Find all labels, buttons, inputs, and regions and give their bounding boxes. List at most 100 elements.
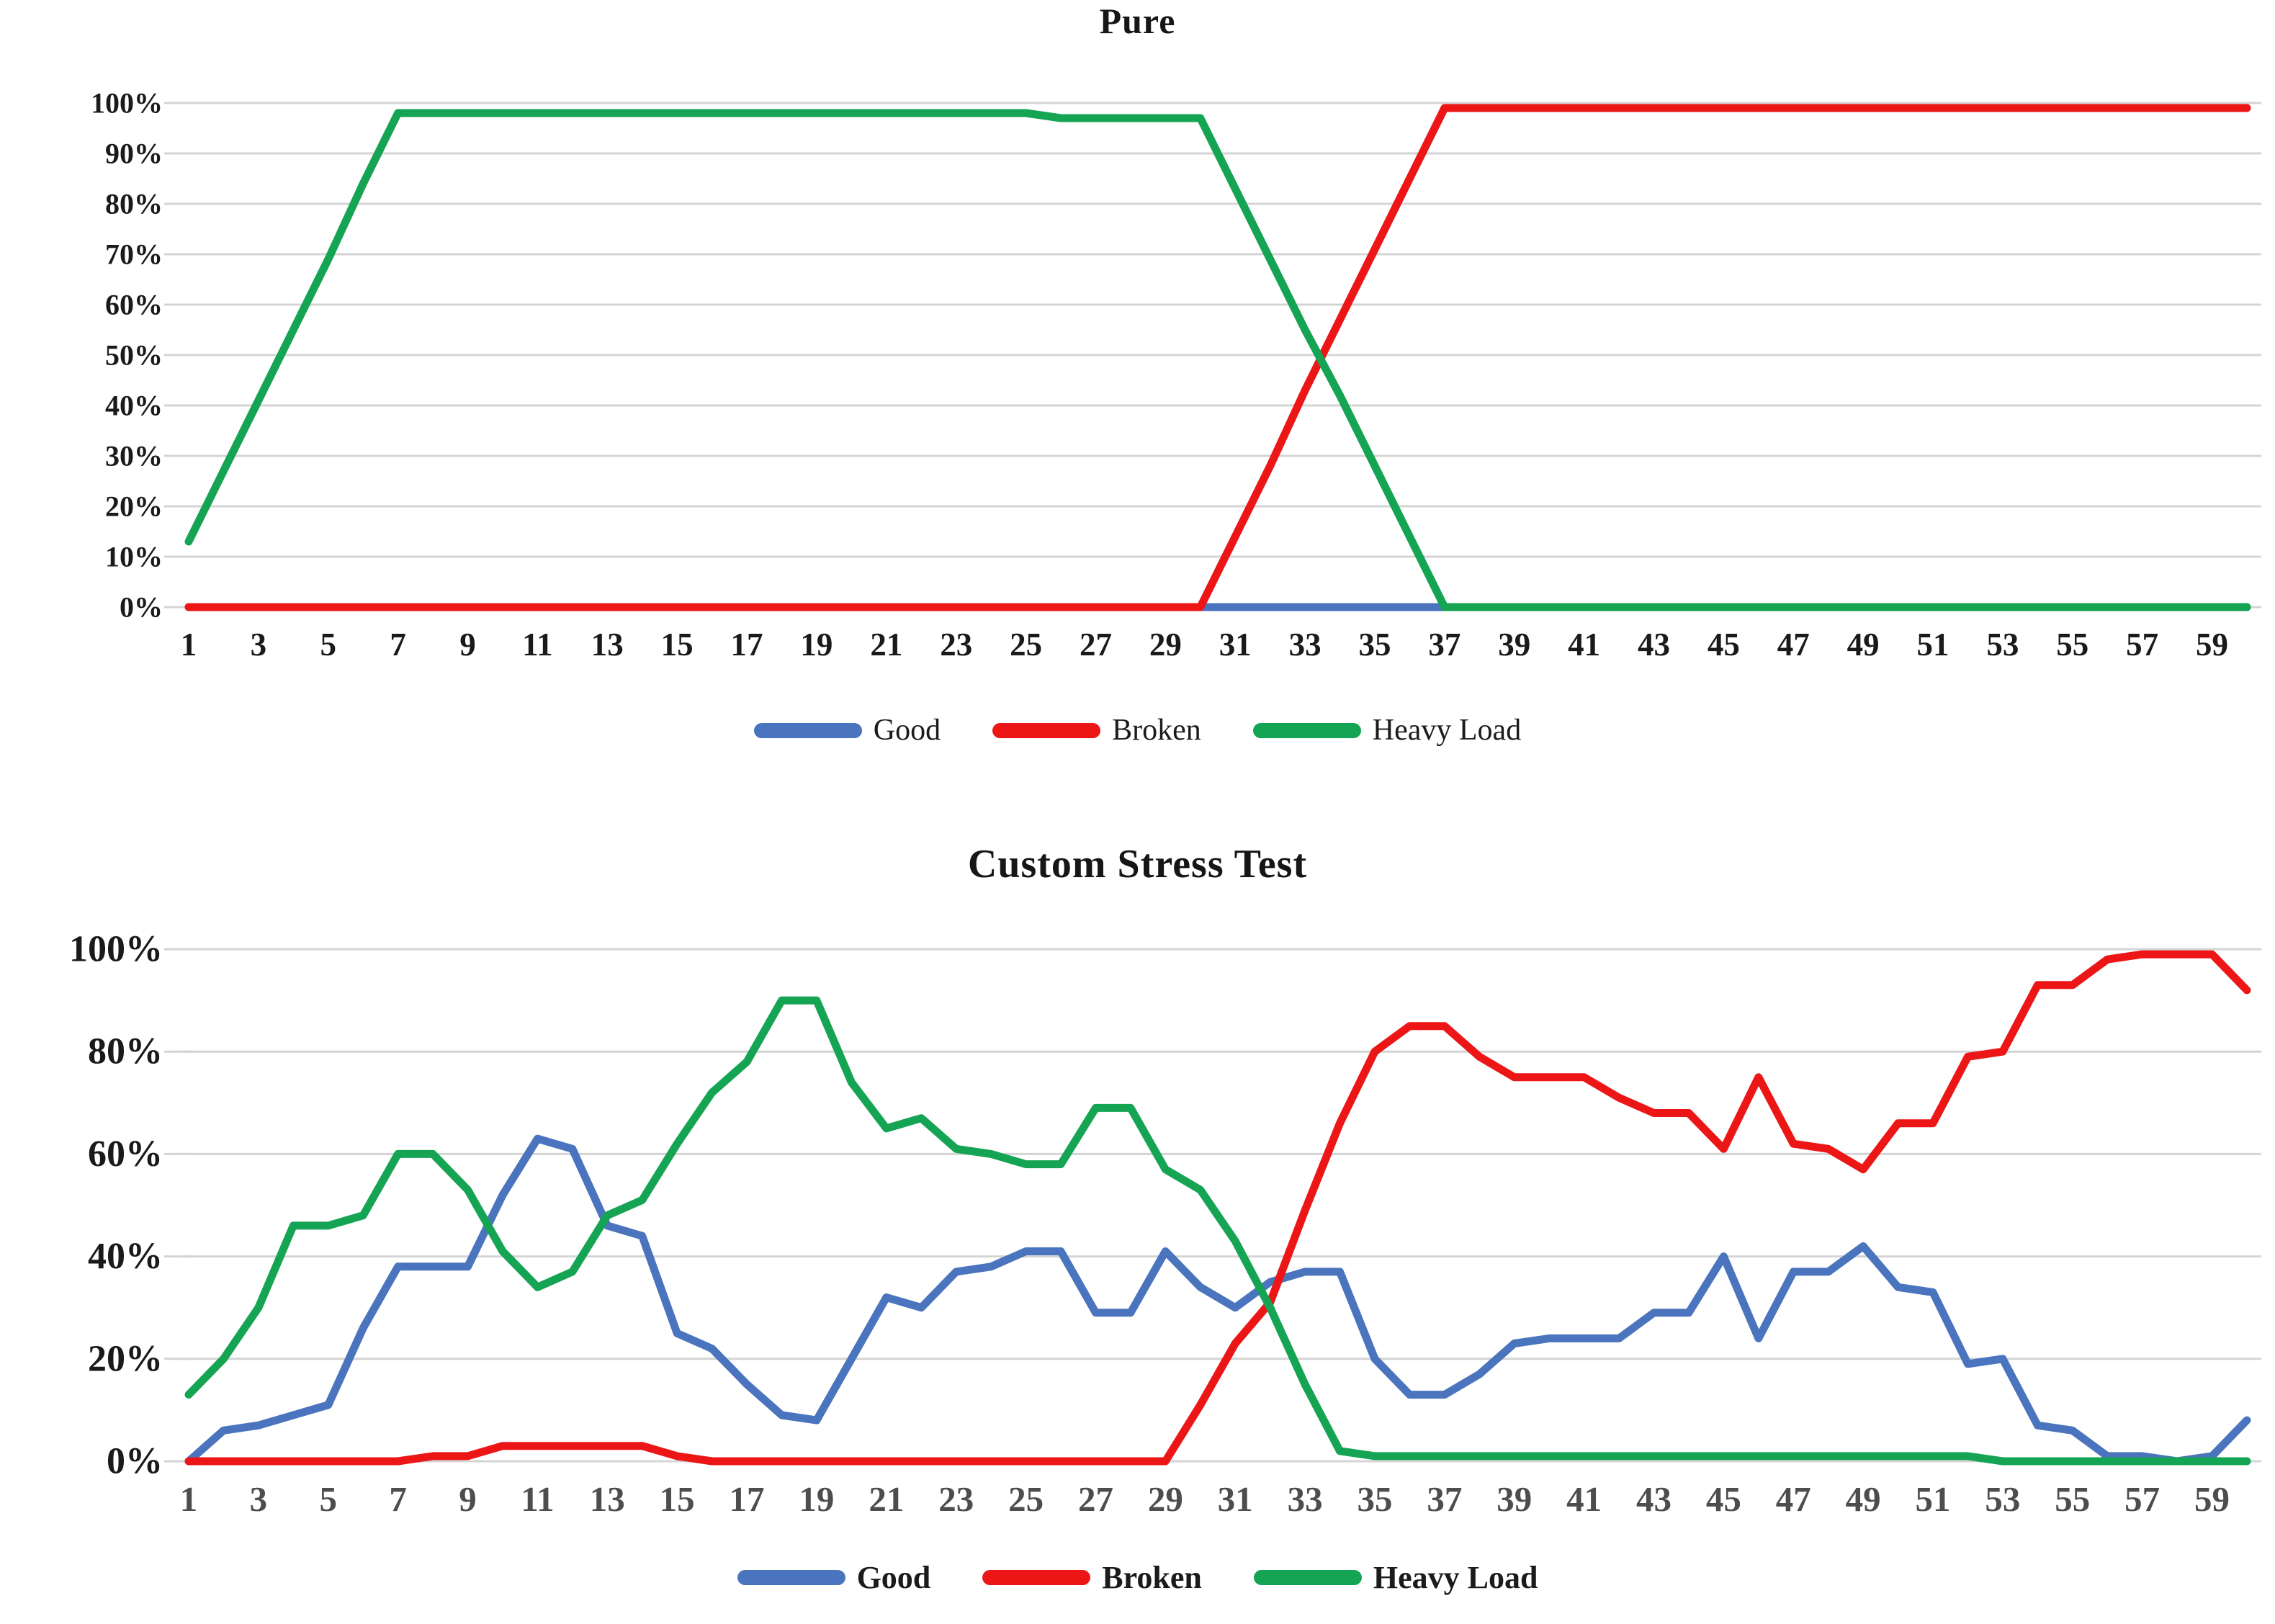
y-axis-label: 60%: [88, 1134, 163, 1175]
x-axis-label: 9: [459, 1479, 477, 1519]
legend-item-good: Good: [753, 713, 941, 748]
y-axis-label: 0%: [107, 1441, 163, 1482]
good-series-label: Good: [856, 1559, 931, 1595]
x-axis-label: 53: [1986, 627, 2019, 663]
y-axis-label: 60%: [105, 289, 163, 321]
x-axis-label: 51: [1916, 1479, 1951, 1519]
x-axis-label: 5: [320, 1479, 338, 1519]
custom-stress-test-chart-legend: Good Broken Heavy Load: [0, 1550, 2275, 1605]
pure-chart-legend: Good Broken Heavy Load: [0, 704, 2275, 756]
x-axis-label: 11: [522, 627, 553, 663]
x-axis-label: 59: [2196, 627, 2228, 663]
x-axis-label: 31: [1219, 627, 1252, 663]
series-line-good: [184, 1134, 2251, 1466]
x-axis-label: 7: [390, 627, 406, 663]
y-axis-label: 10%: [105, 541, 163, 573]
y-axis-label: 70%: [105, 238, 163, 271]
x-axis-label: 3: [250, 1479, 268, 1519]
x-axis-label: 17: [731, 627, 763, 663]
x-axis-label: 19: [799, 1479, 834, 1519]
x-axis-label: 59: [2194, 1479, 2230, 1519]
x-axis-label: 43: [1638, 627, 1670, 663]
x-axis-label: 15: [661, 627, 694, 663]
legend-item-broken: Broken: [982, 1559, 1202, 1596]
x-axis-label: 35: [1358, 627, 1391, 663]
x-axis-label: 47: [1776, 1479, 1811, 1519]
legend-item-heavy-load: Heavy Load: [1252, 713, 1522, 748]
series-line-heavy-load: [184, 996, 2251, 1466]
x-axis-label: 31: [1218, 1479, 1253, 1519]
x-axis-label: 55: [2055, 1479, 2090, 1519]
x-axis-label: 39: [1498, 627, 1530, 663]
x-axis-label: 45: [1708, 627, 1740, 663]
good-series-swatch: [753, 722, 862, 738]
x-axis-label: 25: [1008, 1479, 1044, 1519]
x-axis-label: 33: [1288, 1479, 1323, 1519]
y-axis-label: 80%: [105, 188, 163, 220]
series-line-broken: [184, 950, 2251, 1466]
y-axis-label: 0%: [120, 591, 163, 624]
series-line-heavy-load: [184, 109, 2251, 611]
x-axis-label: 39: [1497, 1479, 1532, 1519]
x-axis-label: 43: [1636, 1479, 1672, 1519]
y-axis-label: 40%: [105, 390, 163, 422]
broken-series-swatch: [982, 1569, 1091, 1585]
x-axis-label: 57: [2124, 1479, 2160, 1519]
x-axis-label: 23: [938, 1479, 974, 1519]
x-axis-label: 57: [2126, 627, 2158, 663]
x-axis-label: 41: [1566, 1479, 1602, 1519]
x-axis-label: 29: [1149, 627, 1182, 663]
x-axis-label: 41: [1568, 627, 1600, 663]
x-axis-label: 27: [1080, 627, 1112, 663]
x-axis-label: 13: [591, 627, 624, 663]
heavy-load-series-label: Heavy Load: [1373, 1559, 1538, 1595]
heavy-load-series-swatch: [1252, 722, 1361, 738]
x-axis-label: 37: [1428, 627, 1460, 663]
x-axis-label: 27: [1078, 1479, 1113, 1519]
series-line-broken: [184, 104, 2251, 611]
x-axis-label: 11: [521, 1479, 554, 1519]
broken-series-swatch: [992, 722, 1101, 738]
y-axis-label: 100%: [69, 929, 163, 970]
x-axis-label: 51: [1917, 627, 1949, 663]
legend-item-heavy-load: Heavy Load: [1253, 1559, 1538, 1596]
y-axis-label: 20%: [105, 490, 163, 523]
x-axis-label: 37: [1427, 1479, 1462, 1519]
x-axis-label: 1: [181, 627, 197, 663]
legend-item-good: Good: [737, 1559, 931, 1596]
x-axis-label: 45: [1706, 1479, 1741, 1519]
heavy-load-series-label: Heavy Load: [1372, 714, 1522, 747]
y-axis-label: 100%: [91, 87, 163, 120]
x-axis-label: 9: [459, 627, 476, 663]
x-axis-label: 19: [800, 627, 833, 663]
y-axis-label: 40%: [88, 1236, 163, 1277]
x-axis-label: 17: [730, 1479, 765, 1519]
x-axis-label: 49: [1847, 627, 1880, 663]
x-axis-label: 13: [590, 1479, 625, 1519]
pure-chart-title: Pure: [1099, 1, 1176, 41]
x-axis-label: 53: [1985, 1479, 2020, 1519]
x-axis-label: 49: [1846, 1479, 1881, 1519]
x-axis-label: 23: [940, 627, 972, 663]
broken-series-label: Broken: [1102, 1559, 1202, 1595]
broken-series-label: Broken: [1112, 714, 1201, 747]
y-axis-label: 20%: [88, 1338, 163, 1379]
x-axis-label: 47: [1777, 627, 1810, 663]
x-axis-label: 3: [251, 627, 267, 663]
heavy-load-series-swatch: [1253, 1569, 1362, 1585]
x-axis-label: 1: [180, 1479, 198, 1519]
x-axis-label: 25: [1010, 627, 1042, 663]
y-axis-label: 30%: [105, 440, 163, 472]
x-axis-label: 29: [1148, 1479, 1183, 1519]
x-axis-label: 21: [870, 627, 902, 663]
x-axis-label: 5: [320, 627, 337, 663]
custom-stress-test-chart-title: Custom Stress Test: [967, 842, 1308, 887]
y-axis-label: 80%: [88, 1031, 163, 1072]
y-axis-label: 50%: [105, 339, 163, 372]
x-axis-label: 35: [1357, 1479, 1392, 1519]
x-axis-label: 21: [869, 1479, 904, 1519]
x-axis-label: 7: [389, 1479, 407, 1519]
